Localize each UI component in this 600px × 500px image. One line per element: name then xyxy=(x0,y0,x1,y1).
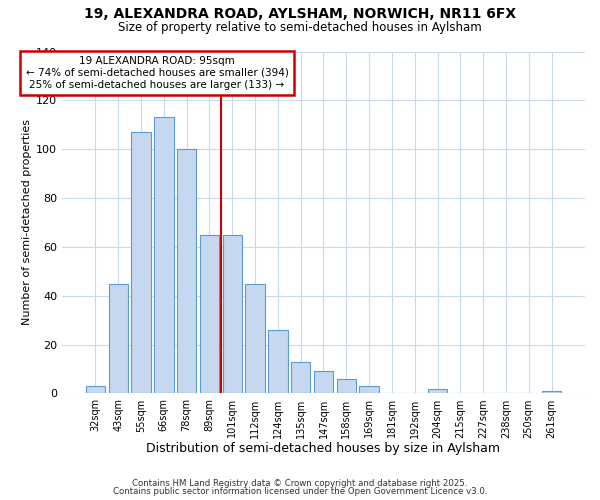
Text: 19 ALEXANDRA ROAD: 95sqm
← 74% of semi-detached houses are smaller (394)
25% of : 19 ALEXANDRA ROAD: 95sqm ← 74% of semi-d… xyxy=(26,56,289,90)
Bar xyxy=(268,330,287,394)
Bar xyxy=(86,386,105,394)
Bar xyxy=(109,284,128,394)
Text: Contains HM Land Registry data © Crown copyright and database right 2025.: Contains HM Land Registry data © Crown c… xyxy=(132,478,468,488)
Bar xyxy=(177,149,196,394)
X-axis label: Distribution of semi-detached houses by size in Aylsham: Distribution of semi-detached houses by … xyxy=(146,442,500,455)
Bar xyxy=(223,234,242,394)
Text: Size of property relative to semi-detached houses in Aylsham: Size of property relative to semi-detach… xyxy=(118,21,482,34)
Bar xyxy=(200,234,219,394)
Bar xyxy=(131,132,151,394)
Text: 19, ALEXANDRA ROAD, AYLSHAM, NORWICH, NR11 6FX: 19, ALEXANDRA ROAD, AYLSHAM, NORWICH, NR… xyxy=(84,8,516,22)
Y-axis label: Number of semi-detached properties: Number of semi-detached properties xyxy=(22,120,32,326)
Bar xyxy=(428,388,447,394)
Bar xyxy=(245,284,265,394)
Bar xyxy=(154,118,173,394)
Bar xyxy=(359,386,379,394)
Text: Contains public sector information licensed under the Open Government Licence v3: Contains public sector information licen… xyxy=(113,487,487,496)
Bar xyxy=(291,362,310,394)
Bar xyxy=(337,379,356,394)
Bar xyxy=(542,391,561,394)
Bar xyxy=(314,372,333,394)
